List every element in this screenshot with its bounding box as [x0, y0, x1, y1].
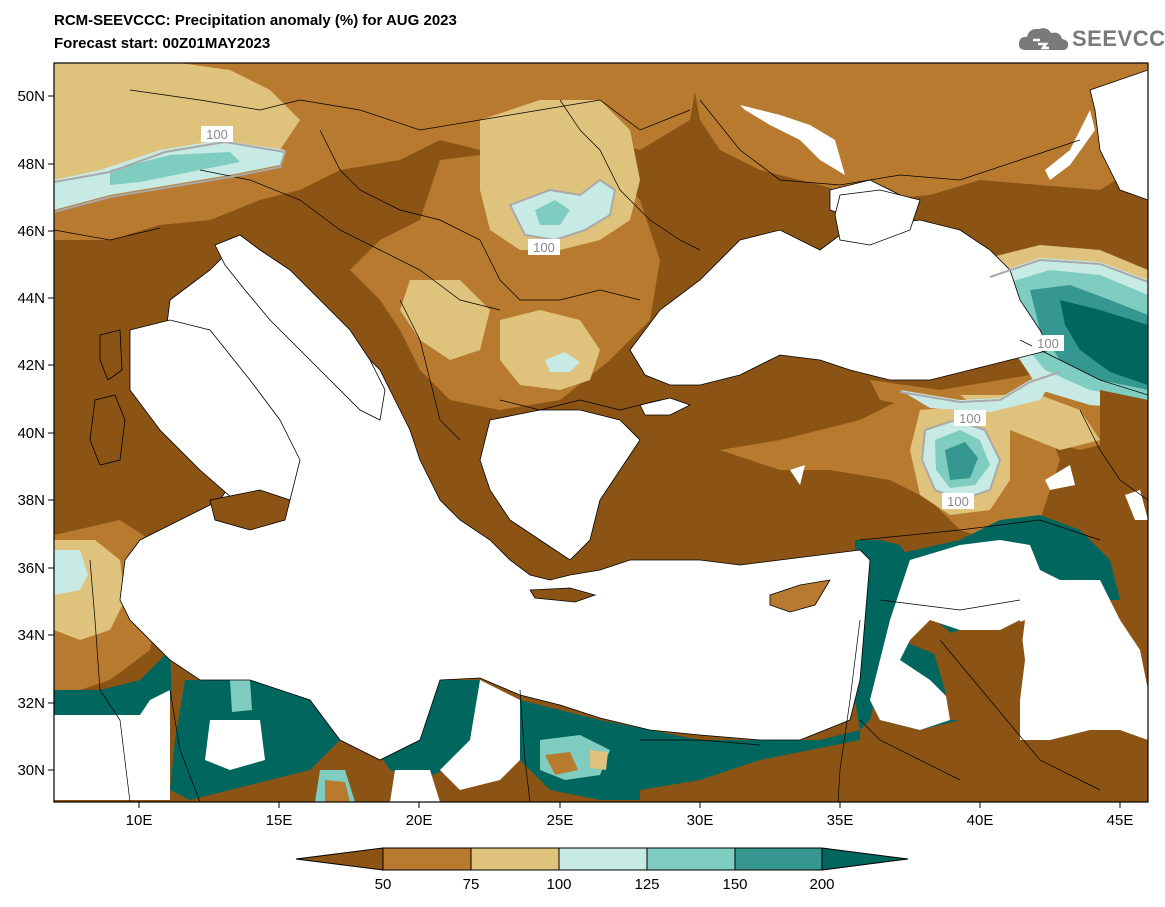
colorbar-segment-50-75: [382, 847, 472, 871]
colorbar-label: 150: [722, 876, 747, 893]
map-area: [54, 63, 1148, 802]
contour-label: 100: [206, 127, 228, 142]
lat-tick-label: 48N: [17, 156, 45, 173]
colorbar-labels: 50 75 100 125 150 200: [375, 876, 835, 893]
lon-tick-label: 35E: [827, 812, 854, 829]
colorbar-label: 125: [634, 876, 659, 893]
colorbar-segment-75-100: [470, 847, 560, 871]
lat-tick-label: 40N: [17, 425, 45, 442]
sea-areas: [119, 69, 1148, 761]
lon-tick-label: 15E: [266, 812, 293, 829]
lat-tick-label: 30N: [17, 762, 45, 779]
lat-tick-label: 36N: [17, 560, 45, 577]
lon-tick-label: 20E: [406, 812, 433, 829]
colorbar-label: 75: [463, 876, 480, 893]
lon-tick-label: 25E: [547, 812, 574, 829]
seevccc-logo: SEEVCCC: [1016, 22, 1165, 56]
lat-tick-label: 38N: [17, 492, 45, 509]
masked-areas: [54, 540, 1148, 802]
contour-label: 100: [533, 240, 555, 255]
cloud-logo-icon: [1018, 28, 1069, 51]
lat-tick-label: 42N: [17, 357, 45, 374]
forecast-start-subtitle: Forecast start: 00Z01MAY2023: [54, 35, 271, 52]
contour-label: 100: [959, 411, 981, 426]
longitude-axis: 10E 15E 20E 25E 30E 35E 40E 45E: [126, 802, 1134, 829]
logo-text: SEEVCCC: [1072, 26, 1165, 51]
lon-tick-label: 40E: [967, 812, 994, 829]
lon-tick-label: 30E: [687, 812, 714, 829]
lat-tick-label: 44N: [17, 290, 45, 307]
colorbar-label: 200: [809, 876, 834, 893]
colorbar-segment-100-125: [558, 847, 648, 871]
islands: [89, 189, 921, 613]
lon-tick-label: 45E: [1107, 812, 1134, 829]
map-title: RCM-SEEVCCC: Precipitation anomaly (%) f…: [54, 12, 457, 29]
rivers: [740, 70, 1148, 520]
colorbar-label: 100: [546, 876, 571, 893]
colorbar-segment-125-150: [646, 847, 736, 871]
contour-label: 100: [947, 494, 969, 509]
latitude-axis: 50N 48N 46N 44N 42N 40N 38N 36N 34N 32N …: [17, 88, 54, 779]
colorbar: [295, 847, 909, 871]
country-borders: [54, 89, 1148, 802]
lat-tick-label: 46N: [17, 223, 45, 240]
colorbar-segment-lt50: [295, 847, 384, 871]
contour-label: 100: [1037, 336, 1059, 351]
lat-tick-label: 34N: [17, 627, 45, 644]
southern-dry-region: [640, 390, 1148, 802]
colorbar-label: 50: [375, 876, 392, 893]
lat-tick-label: 32N: [17, 695, 45, 712]
anomaly-gt200-regions: [1060, 300, 1148, 385]
contour-labels: 100 100 100 100 100: [201, 126, 1064, 509]
lon-tick-label: 10E: [126, 812, 153, 829]
lat-tick-label: 50N: [17, 88, 45, 105]
colorbar-segment-gt200: [821, 847, 909, 871]
colorbar-segment-150-200: [734, 847, 823, 871]
